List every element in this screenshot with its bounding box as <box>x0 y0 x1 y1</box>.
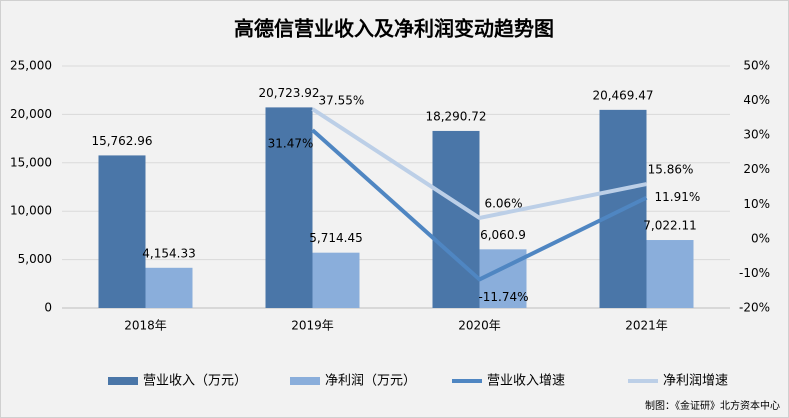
line-value-label: 11.91% <box>655 190 701 204</box>
legend-swatch <box>108 377 138 385</box>
y-tick-label: 25,000 <box>10 59 52 73</box>
line <box>311 128 648 282</box>
y2-tick-label: -20% <box>739 301 770 315</box>
bar-value-label: 5,714.45 <box>309 231 362 245</box>
bar <box>265 107 313 308</box>
legend-label: 净利润（万元） <box>325 374 416 389</box>
line-value-label: 15.86% <box>648 163 694 177</box>
legend-label: 营业收入增速 <box>487 374 565 389</box>
y-tick-label: 5,000 <box>18 252 52 266</box>
y-tick-label: 15,000 <box>10 155 52 169</box>
y-tick-label: 0 <box>44 301 52 315</box>
bar <box>98 155 146 308</box>
bar-value-label: 6,060.9 <box>480 228 526 242</box>
y2-tick-label: 0% <box>751 231 770 245</box>
bar <box>145 267 193 308</box>
y2-tick-label: 50% <box>743 59 770 73</box>
chart-title: 高德信营业收入及净利润变动趋势图 <box>234 17 554 41</box>
bar-value-label: 7,022.11 <box>643 219 696 233</box>
y2-tick-label: 40% <box>743 93 770 107</box>
x-tick-label: 2020年 <box>458 319 501 333</box>
y2-tick-label: 10% <box>743 197 770 211</box>
y-tick-label: 10,000 <box>10 204 52 218</box>
x-tick-label: 2019年 <box>291 319 334 333</box>
bar-value-label: 20,469.47 <box>592 88 653 102</box>
x-tick-label: 2018年 <box>124 319 167 333</box>
line <box>311 107 647 220</box>
y2-tick-label: -10% <box>739 266 770 280</box>
line-value-label: 37.55% <box>319 94 365 108</box>
bar-value-label: 18,290.72 <box>425 109 486 123</box>
legend-label: 营业收入（万元） <box>143 374 247 389</box>
bar <box>312 252 360 308</box>
bar <box>432 130 480 308</box>
bar-value-label: 20,723.92 <box>258 86 319 100</box>
y2-tick-label: 30% <box>743 128 770 142</box>
bar-value-label: 4,154.33 <box>142 246 195 260</box>
bar <box>646 240 694 308</box>
y-tick-label: 20,000 <box>10 107 52 121</box>
bar-value-label: 15,762.96 <box>91 134 152 148</box>
legend-label: 净利润增速 <box>663 374 728 389</box>
line-value-label: 6.06% <box>484 196 522 210</box>
legend-swatch <box>290 377 320 385</box>
line-value-label: -11.74% <box>478 290 528 304</box>
line-value-label: 31.47% <box>268 137 314 151</box>
footnote: 制图：《金证研》北方资本中心 <box>645 399 780 412</box>
y2-tick-label: 20% <box>743 162 770 176</box>
x-tick-label: 2021年 <box>625 319 668 333</box>
